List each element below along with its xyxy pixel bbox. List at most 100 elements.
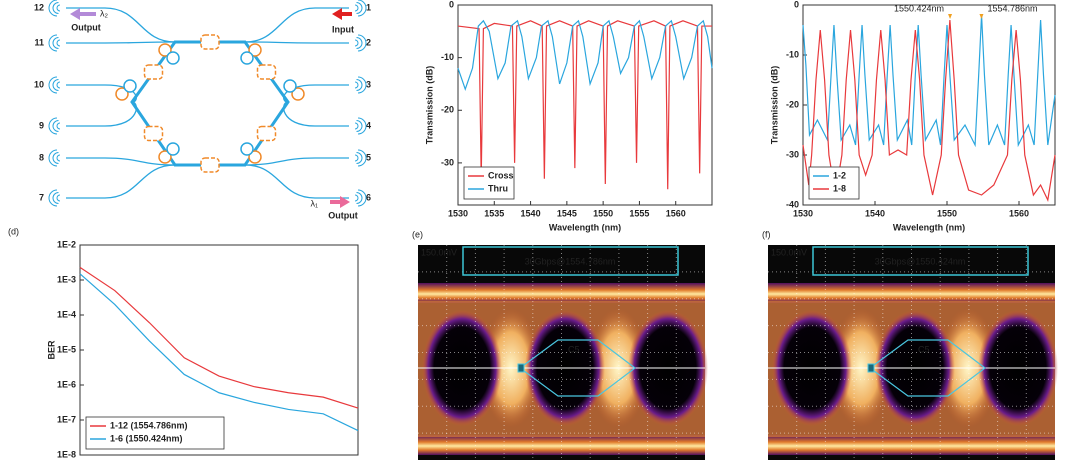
output-arrow [330,196,350,208]
legend-box [85,416,225,450]
legend-label: Thru [488,183,508,193]
antenna [56,4,61,12]
plot-frame [457,4,713,206]
ring-resonator [158,43,172,57]
y-tick-label: 1E-5 [57,344,76,354]
annotation-arrow [948,14,953,19]
output-label: Output [328,210,358,220]
y-tick-label: 0 [794,0,799,9]
y-axis-label: Transmission (dB) [769,66,779,145]
y-tick-label: 1E-2 [57,239,76,249]
antenna [357,0,367,17]
ring-resonator [248,150,262,164]
port-label: 3 [366,79,371,89]
port-label: 1 [366,2,371,12]
x-tick-label: 1540 [865,208,885,218]
y-tick-label: -10 [441,52,454,62]
antenna [52,79,59,91]
waveguide [244,7,349,43]
eye-title: 30Gbps@1554.786nm [525,256,616,266]
port-label: 5 [366,152,371,162]
antenna [56,39,61,47]
x-tick-label: 1560 [666,208,686,218]
antenna [357,149,367,167]
x-tick-label: 1550 [937,208,957,218]
antenna [354,122,359,130]
eye-title-box [812,246,1029,276]
antenna [52,192,59,204]
x-tick-label: 1560 [1009,208,1029,218]
antenna [52,120,59,132]
ring-resonator [115,87,129,101]
ring-filter [256,64,277,80]
antenna [356,79,363,91]
y-tick-label: -20 [786,99,799,109]
y-tick-label: 1E-3 [57,274,76,284]
antenna [56,122,61,130]
antenna [354,194,359,202]
series-line [457,20,712,190]
antenna [354,4,359,12]
eye-marker [517,363,525,373]
ring-resonator [240,51,254,65]
port-label: 4 [366,120,371,130]
panel-label: (f) [762,229,771,239]
eye-title: 30Gbps@1550.424nm [875,256,966,266]
port-label: 7 [39,192,44,202]
ring-filter [256,125,277,142]
legend-label: 1-2 [833,170,846,180]
ring-resonator [166,142,180,156]
eye-mask [868,339,986,397]
antenna [357,34,367,52]
eye-mask [518,339,636,397]
antenna [48,189,58,207]
wavelength-label: λ₂ [100,8,109,18]
eye-marker-label: C5 [568,344,580,354]
panel-label: (e) [412,229,423,239]
series-line [802,14,1056,148]
antenna [354,39,359,47]
eye-scale: 150.0mV [421,247,457,257]
legend-label: Cross [488,170,514,180]
eye-scale: 150.0mV [771,247,807,257]
ring-resonator [240,142,254,156]
waveguide [66,157,176,166]
ring-resonator [248,43,262,57]
ring-resonator [283,79,297,93]
eye-title-box [462,246,679,276]
antenna [354,154,359,162]
waveguide [66,164,176,199]
y-axis-label: Transmission (dB) [424,66,434,145]
antenna [356,152,363,164]
port-label: 12 [34,2,44,12]
y-tick-label: -10 [786,49,799,59]
ring-resonator [166,51,180,65]
annotation: 1554.786nm [987,3,1037,13]
y-axis-label: BER [46,340,56,360]
antenna [52,37,59,49]
antenna [48,34,58,52]
ring-network [130,40,290,167]
antenna [357,117,367,135]
y-tick-label: -30 [441,157,454,167]
y-tick-label: 1E-8 [57,449,76,459]
antenna [357,76,367,94]
waveguide [66,101,137,127]
legend-box [808,166,860,200]
legend-label: 1-6 (1550.424nm) [110,433,183,443]
antenna [48,0,58,17]
waveguide [66,7,176,43]
antenna [356,192,363,204]
series-line [79,266,359,409]
x-tick-label: 1530 [448,208,468,218]
port-label: 6 [366,192,371,202]
port-label: 11 [34,37,44,47]
input-arrow [332,8,352,20]
legend-label: 1-8 [833,183,846,193]
antenna [356,2,363,14]
antenna [356,120,363,132]
antenna [48,76,58,94]
antenna [354,81,359,89]
antenna [357,189,367,207]
annotation: 1550.424nm [894,3,944,13]
